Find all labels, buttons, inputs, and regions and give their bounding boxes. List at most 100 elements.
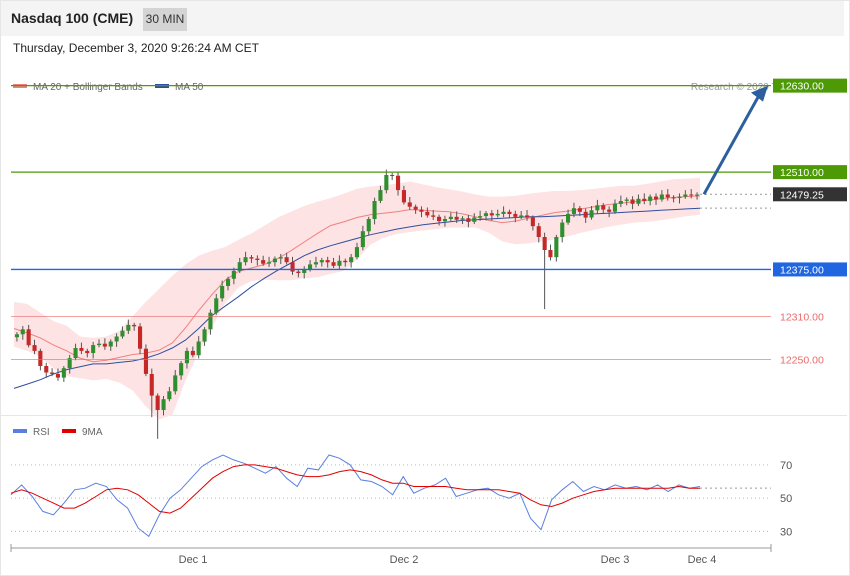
rsi-legend-label: RSI — [33, 427, 50, 438]
candle-body — [97, 343, 102, 346]
candle-body — [261, 260, 266, 264]
candle-body — [296, 271, 301, 273]
candle-body — [566, 213, 571, 223]
candle-body — [79, 348, 84, 351]
candle-body — [519, 215, 524, 217]
candle-body — [138, 326, 143, 349]
candle-body — [272, 258, 277, 263]
candle-body — [284, 257, 289, 263]
candle-body — [642, 198, 647, 201]
level-label-12510.00: 12510.00 — [780, 167, 824, 179]
candle-body — [460, 218, 465, 220]
candle-body — [55, 374, 60, 378]
x-tick-label: Dec 1 — [179, 554, 208, 566]
candle-body — [278, 257, 283, 259]
price-levels: 12630.00 12510.00 12479.25 12375.00 12310.00… — [11, 78, 847, 367]
candle-body — [149, 374, 154, 396]
candle-body — [214, 298, 219, 313]
candle-body — [126, 324, 131, 331]
candle-body — [114, 336, 119, 342]
ma20-line — [13, 195, 701, 363]
ma9-legend-label: 9MA — [82, 427, 103, 438]
candle-body — [331, 262, 336, 266]
x-tick-label: Dec 4 — [688, 554, 717, 566]
rsi-legend-swatch — [13, 429, 27, 433]
candle-body — [85, 350, 90, 354]
candle-body — [577, 208, 582, 212]
candle-body — [630, 199, 635, 204]
candle-body — [196, 341, 201, 356]
candle-body — [683, 194, 688, 197]
panel-divider — [1, 415, 847, 416]
x-tick-label: Dec 2 — [390, 554, 419, 566]
candle-body — [542, 237, 547, 250]
candle-body — [325, 260, 330, 263]
candle-body — [548, 250, 553, 258]
candle-body — [601, 205, 606, 210]
candle-body — [337, 260, 342, 266]
candle-body — [536, 226, 541, 237]
rsi-line — [10, 454, 701, 538]
candle-body — [26, 329, 31, 346]
last-price-tag — [773, 187, 847, 202]
candle-body — [431, 215, 436, 217]
candle-body — [44, 366, 49, 373]
forecast-arrow-head — [751, 85, 768, 102]
candle-body — [108, 341, 113, 347]
candle-body — [378, 190, 383, 201]
candle-body — [513, 213, 518, 217]
price-plot — [13, 169, 701, 439]
candle-body — [354, 247, 359, 258]
candle-body — [179, 363, 184, 376]
candle-body — [665, 194, 670, 198]
candle-body — [448, 216, 453, 219]
candle-body — [173, 375, 178, 392]
candle-body — [624, 199, 629, 201]
candle-body — [32, 345, 37, 351]
candle-body — [466, 218, 471, 222]
candle-body — [595, 205, 600, 211]
candle-body — [308, 264, 313, 270]
ma50-legend-label: MA 50 — [175, 82, 204, 93]
candle-body — [372, 201, 377, 219]
candle-body — [73, 348, 78, 359]
candle-body — [190, 350, 195, 356]
instrument-title: Nasdaq 100 (CME) — [11, 10, 134, 26]
rsi-tick-50: 50 — [780, 493, 792, 505]
level-tag-12630.00 — [773, 78, 847, 93]
candle-body — [67, 358, 72, 369]
candle-body — [425, 211, 430, 216]
candle-body — [14, 334, 19, 338]
candle-body — [654, 196, 659, 200]
candle-body — [607, 209, 612, 212]
candle-body — [366, 219, 371, 232]
candle-body — [612, 203, 617, 212]
candle-body — [396, 175, 401, 191]
candle-body — [618, 201, 623, 204]
candle-body — [202, 329, 207, 342]
candle-body — [302, 269, 307, 273]
candle-body — [349, 257, 354, 263]
candle-body — [636, 198, 641, 204]
candle-body — [489, 213, 494, 216]
candle-body — [143, 348, 148, 374]
candle-body — [483, 213, 488, 217]
candle-body — [472, 217, 477, 222]
candle-body — [689, 194, 694, 196]
header-bar: Nasdaq 100 (CME) 30 MIN — [1, 1, 844, 36]
candle-body — [530, 217, 535, 227]
candle-body — [249, 257, 254, 259]
forecast-arrow-shaft — [702, 92, 762, 196]
x-axis-ticks: Dec 1 Dec 2 Dec 3 Dec 4 — [179, 554, 717, 566]
candle-body — [120, 330, 125, 337]
candle-body — [237, 262, 242, 271]
candle-body — [20, 329, 25, 335]
rsi-tick-30: 30 — [780, 526, 792, 538]
candle-body — [454, 216, 459, 220]
candle-body — [671, 197, 676, 199]
candle-body — [501, 211, 506, 214]
timeframe-button[interactable]: 30 MIN — [143, 8, 187, 31]
candle-body — [220, 286, 225, 299]
